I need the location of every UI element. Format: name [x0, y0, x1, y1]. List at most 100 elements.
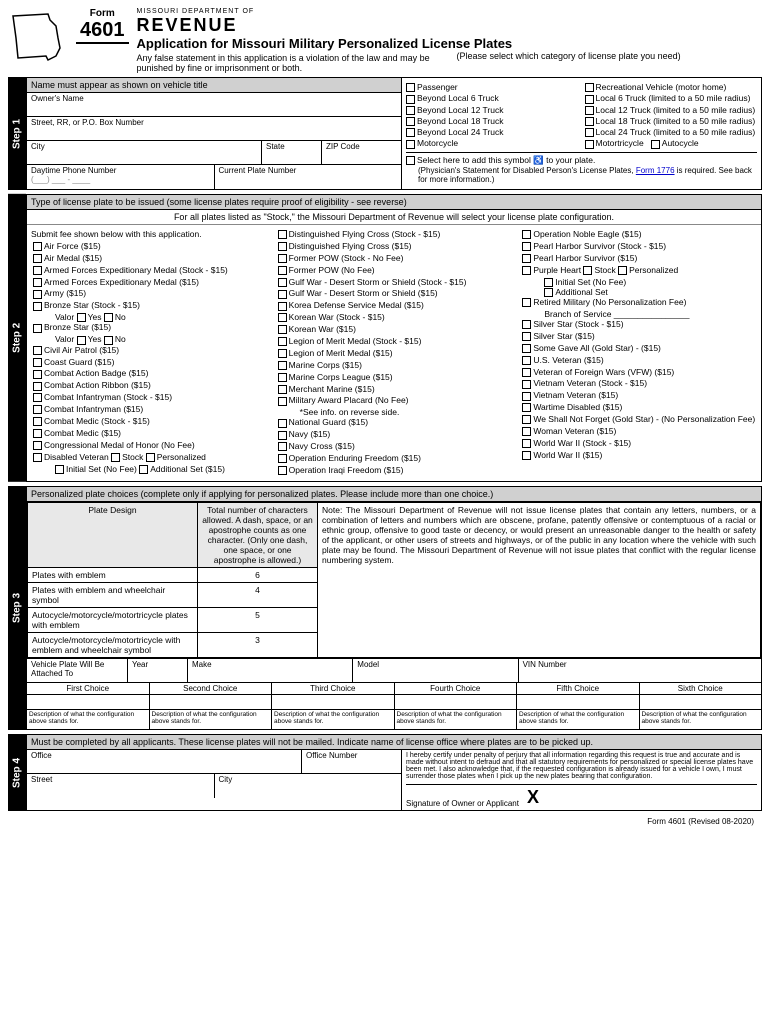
plate-opt[interactable]: Combat Action Badge ($15) [31, 368, 268, 380]
cat-bl6[interactable]: Beyond Local 6 Truck [406, 93, 579, 103]
plate-opt[interactable]: Silver Star ($15) [520, 331, 757, 343]
plate-opt[interactable]: Legion of Merit Medal (Stock - $15) [276, 336, 513, 348]
choice-1[interactable] [27, 695, 149, 709]
office-city-field[interactable]: City [214, 774, 402, 798]
category-prompt: (Please select which category of license… [457, 51, 681, 73]
choice-3[interactable] [272, 695, 394, 709]
plate-opt[interactable]: Navy Cross ($15) [276, 441, 513, 453]
plate-opt[interactable]: Woman Veteran ($15) [520, 426, 757, 438]
plate-opt[interactable]: Civil Air Patrol ($15) [31, 345, 268, 357]
cat-l24[interactable]: Local 24 Truck (limited to a 50 mile rad… [585, 127, 758, 137]
physician-note: (Physician's Statement for Disabled Pers… [406, 166, 757, 184]
current-plate-field[interactable]: Current Plate Number [214, 165, 402, 189]
plate-opt[interactable]: Combat Medic (Stock - $15) [31, 416, 268, 428]
choice-4[interactable] [395, 695, 517, 709]
plate-opt[interactable]: Operation Noble Eagle ($15) [520, 229, 757, 241]
make-field[interactable]: Make [187, 659, 352, 683]
plate-opt[interactable]: Combat Medic ($15) [31, 428, 268, 440]
plate-opt[interactable]: Armed Forces Expeditionary Medal ($15) [31, 277, 268, 289]
step2-header: Type of license plate to be issued (some… [27, 195, 761, 210]
state-field[interactable]: State [261, 141, 321, 165]
cat-moto[interactable]: Motorcycle [406, 138, 579, 148]
plate-opt[interactable]: National Guard ($15) [276, 417, 513, 429]
plate-opt[interactable]: Distinguished Flying Cross (Stock - $15) [276, 229, 513, 241]
plate-opt[interactable]: Combat Infantryman (Stock - $15) [31, 392, 268, 404]
plate-opt[interactable]: Gulf War - Desert Storm or Shield ($15) [276, 288, 513, 300]
year-field[interactable]: Year [127, 659, 187, 683]
form-header: Form 4601 MISSOURI DEPARTMENT OF REVENUE… [8, 8, 762, 73]
plate-opt[interactable]: U.S. Veteran ($15) [520, 355, 757, 367]
office-field[interactable]: Office [27, 750, 301, 774]
plate-opt[interactable]: Distinguished Flying Cross ($15) [276, 241, 513, 253]
plate-opt[interactable]: Disabled Veteran Stock Personalized [31, 452, 268, 464]
plate-opt[interactable]: Korean War (Stock - $15) [276, 312, 513, 324]
cat-l18[interactable]: Local 18 Truck (limited to a 50 mile rad… [585, 116, 758, 126]
plate-opt[interactable]: Marine Corps ($15) [276, 360, 513, 372]
plate-opt[interactable]: Purple Heart Stock Personalized [520, 265, 757, 277]
plate-opt[interactable]: Coast Guard ($15) [31, 357, 268, 369]
step3-tab: Step 3 [8, 486, 26, 730]
plate-opt[interactable]: Combat Infantryman ($15) [31, 404, 268, 416]
plate-opt[interactable]: Congressional Medal of Honor (No Fee) [31, 440, 268, 452]
owner-name-field[interactable]: Owner's Name [27, 93, 401, 117]
plate-opt[interactable]: Bronze Star ($15) [31, 322, 268, 334]
choice-5[interactable] [517, 695, 639, 709]
cat-passenger[interactable]: Passenger [406, 82, 579, 92]
zip-field[interactable]: ZIP Code [321, 141, 401, 165]
plate-opt[interactable]: Operation Enduring Freedom ($15) [276, 453, 513, 465]
cat-bl24[interactable]: Beyond Local 24 Truck [406, 127, 579, 137]
plate-opt[interactable]: We Shall Not Forget (Gold Star) - (No Pe… [520, 414, 757, 426]
plate-opt[interactable]: Veteran of Foreign Wars (VFW) ($15) [520, 367, 757, 379]
plate-opt[interactable]: Korea Defense Service Medal ($15) [276, 300, 513, 312]
plate-opt[interactable]: Pearl Harbor Survivor ($15) [520, 253, 757, 265]
plate-opt[interactable]: World War II ($15) [520, 450, 757, 462]
signature-line[interactable]: Signature of Owner or Applicant X [406, 784, 757, 808]
plate-opt[interactable]: Vietnam Veteran (Stock - $15) [520, 378, 757, 390]
plate-opt[interactable]: Pearl Harbor Survivor (Stock - $15) [520, 241, 757, 253]
plate-opt[interactable]: Silver Star (Stock - $15) [520, 319, 757, 331]
plate-opt[interactable]: Marine Corps League ($15) [276, 372, 513, 384]
plate-opt[interactable]: Combat Action Ribbon ($15) [31, 380, 268, 392]
symbol-checkbox[interactable]: Select here to add this symbol ♿ to your… [406, 155, 757, 166]
plate-opt[interactable]: Operation Iraqi Freedom ($15) [276, 465, 513, 477]
plate-opt[interactable]: Navy ($15) [276, 429, 513, 441]
plate-opt[interactable]: Merchant Marine ($15) [276, 384, 513, 396]
cat-l12[interactable]: Local 12 Truck (limited to a 50 mile rad… [585, 105, 758, 115]
plate-opt[interactable]: Legion of Merit Medal ($15) [276, 348, 513, 360]
model-field[interactable]: Model [352, 659, 517, 683]
office-street-field[interactable]: Street [27, 774, 214, 798]
phone-field[interactable]: Daytime Phone Number(___) ___ - ____ [27, 165, 214, 189]
plate-opt[interactable]: Air Force ($15) [31, 241, 268, 253]
step3-header: Personalized plate choices (complete onl… [27, 487, 761, 502]
plate-opt[interactable]: Former POW (No Fee) [276, 265, 513, 277]
plate-opt[interactable]: Air Medal ($15) [31, 253, 268, 265]
street-field[interactable]: Street, RR, or P.O. Box Number [27, 117, 401, 141]
plate-col-3: Operation Noble Eagle ($15) Pearl Harbor… [520, 229, 757, 477]
city-field[interactable]: City [27, 141, 261, 165]
plate-opt[interactable]: Korean War ($15) [276, 324, 513, 336]
step4-header: Must be completed by all applicants. The… [27, 735, 761, 750]
plate-opt[interactable]: Army ($15) [31, 288, 268, 300]
plate-opt[interactable]: World War II (Stock - $15) [520, 438, 757, 450]
plate-opt[interactable]: Armed Forces Expeditionary Medal (Stock … [31, 265, 268, 277]
plate-opt[interactable]: Military Award Placard (No Fee) [276, 395, 513, 407]
cat-mototri[interactable]: Motortricycle Autocycle [585, 138, 758, 148]
plate-opt[interactable]: Wartime Disabled ($15) [520, 402, 757, 414]
plate-opt[interactable]: Bronze Star (Stock - $15) [31, 300, 268, 312]
choice-2[interactable] [150, 695, 272, 709]
plate-opt[interactable]: Some Gave All (Gold Star) - ($15) [520, 343, 757, 355]
plate-opt[interactable]: Retired Military (No Personalization Fee… [520, 297, 757, 309]
cat-rv[interactable]: Recreational Vehicle (motor home) [585, 82, 758, 92]
office-num-field[interactable]: Office Number [301, 750, 401, 774]
cat-l6[interactable]: Local 6 Truck (limited to a 50 mile radi… [585, 93, 758, 103]
signature-x: X [527, 787, 539, 808]
cat-bl18[interactable]: Beyond Local 18 Truck [406, 116, 579, 126]
plate-opt[interactable]: Gulf War - Desert Storm or Shield (Stock… [276, 277, 513, 289]
form-1776-link[interactable]: Form 1776 [636, 166, 675, 175]
choice-6[interactable] [640, 695, 762, 709]
plate-col-2: Distinguished Flying Cross (Stock - $15)… [276, 229, 513, 477]
vin-field[interactable]: VIN Number [518, 659, 761, 683]
plate-opt[interactable]: Vietnam Veteran ($15) [520, 390, 757, 402]
plate-opt[interactable]: Former POW (Stock - No Fee) [276, 253, 513, 265]
cat-bl12[interactable]: Beyond Local 12 Truck [406, 105, 579, 115]
